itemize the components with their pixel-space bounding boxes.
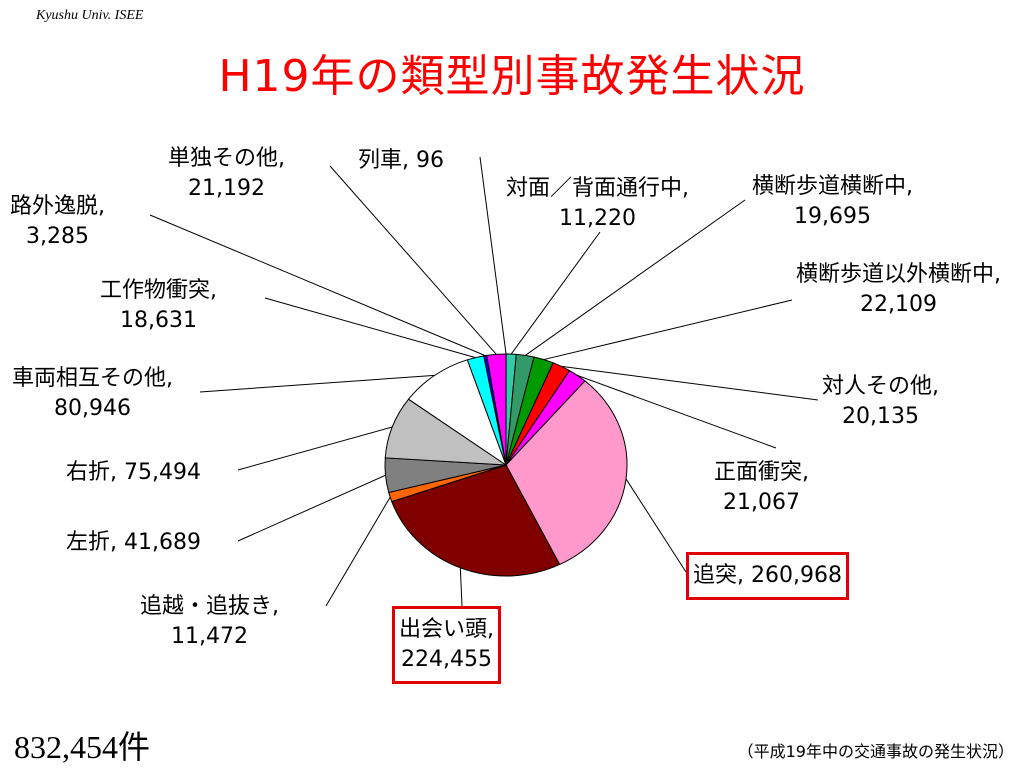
slice-label-value: 260,968 bbox=[751, 563, 842, 588]
slice-label-value: 18,631 bbox=[120, 308, 197, 333]
leader-line bbox=[237, 426, 393, 471]
page-title: H19年の類型別事故発生状況 bbox=[218, 51, 806, 102]
total-count: 832,454件 bbox=[14, 729, 151, 765]
pie-slice bbox=[505, 380, 628, 566]
slice-label-name: 出会い頭, bbox=[399, 617, 494, 642]
slice-label-value: 11,220 bbox=[559, 206, 636, 231]
slice-label-value: 3,285 bbox=[26, 224, 89, 249]
slice-label: 横断歩道以外横断中, 22,109 bbox=[796, 260, 1001, 320]
slice-label-value: 80,946 bbox=[54, 396, 131, 421]
leader-line bbox=[237, 474, 386, 542]
slice-label-name: 対面／背面通行中, bbox=[506, 176, 689, 201]
source-note: （平成19年中の交通事故の発生状況） bbox=[737, 742, 1014, 761]
slice-label-name: 列車, bbox=[358, 148, 416, 173]
leader-line bbox=[325, 496, 391, 607]
slice-label-name: 正面衝突, bbox=[714, 460, 809, 485]
slice-label-value: 224,455 bbox=[401, 647, 492, 672]
leader-line bbox=[479, 156, 507, 355]
slice-label: 左折, 41,689 bbox=[66, 528, 201, 558]
slice-label-value: 41,689 bbox=[124, 530, 201, 555]
leader-line bbox=[264, 297, 476, 359]
slice-label: 対人その他, 20,135 bbox=[822, 372, 939, 432]
slice-label: 路外逸脱, 3,285 bbox=[10, 192, 105, 252]
slice-label: 車両相互その他, 80,946 bbox=[12, 364, 173, 424]
leader-line bbox=[561, 365, 819, 401]
slice-label: 列車, 96 bbox=[358, 146, 444, 176]
slice-label: 工作物衝突, 18,631 bbox=[100, 276, 217, 336]
leader-line bbox=[459, 567, 463, 607]
leader-line bbox=[149, 214, 486, 357]
slice-label-value: 21,192 bbox=[188, 176, 265, 201]
slice-label-value: 96 bbox=[416, 148, 444, 173]
slice-label-value: 19,695 bbox=[794, 204, 871, 229]
slice-label-name: 追突, bbox=[693, 563, 751, 588]
slice-label: 対面／背面通行中, 11,220 bbox=[506, 174, 689, 234]
slice-label-value: 75,494 bbox=[124, 460, 201, 485]
slice-label: 右折, 75,494 bbox=[66, 458, 201, 488]
leader-line bbox=[199, 374, 435, 393]
leader-line bbox=[577, 375, 777, 449]
slice-label: 正面衝突, 21,067 bbox=[714, 458, 809, 518]
slice-label: 出会い頭, 224,455 bbox=[392, 606, 501, 684]
slice-label-value: 22,109 bbox=[860, 292, 937, 317]
slice-label-value: 20,135 bbox=[842, 404, 919, 429]
slice-label: 横断歩道横断中, 19,695 bbox=[752, 172, 913, 232]
slice-label: 追越・追抜き, 11,472 bbox=[140, 592, 279, 652]
slice-label: 追突, 260,968 bbox=[686, 552, 849, 600]
pie-slice bbox=[391, 464, 561, 577]
leader-line bbox=[329, 165, 497, 355]
pie-slice bbox=[486, 353, 507, 466]
slice-label-name: 左折, bbox=[66, 530, 124, 555]
slice-label-name: 単独その他, bbox=[168, 146, 285, 171]
leader-line bbox=[524, 199, 746, 356]
slice-label-name: 工作物衝突, bbox=[100, 278, 217, 303]
slice-label-name: 横断歩道横断中, bbox=[752, 174, 913, 199]
organization-label: Kyushu Univ. ISEE bbox=[36, 8, 144, 23]
pie-slice bbox=[407, 359, 508, 467]
slice-label-name: 対人その他, bbox=[822, 374, 939, 399]
slice-label-value: 21,067 bbox=[723, 490, 800, 515]
slice-label-name: 横断歩道以外横断中, bbox=[796, 262, 1001, 287]
slice-label-name: 右折, bbox=[66, 460, 124, 485]
slice-label-name: 追越・追抜き, bbox=[140, 594, 279, 619]
leader-line bbox=[510, 231, 601, 355]
slice-label-value: 11,472 bbox=[171, 624, 248, 649]
leader-line bbox=[625, 478, 687, 573]
slice-label-name: 車両相互その他, bbox=[12, 366, 173, 391]
slice-label-name: 路外逸脱, bbox=[10, 194, 105, 219]
slice-label: 単独その他, 21,192 bbox=[168, 144, 285, 204]
leader-line bbox=[543, 299, 793, 361]
